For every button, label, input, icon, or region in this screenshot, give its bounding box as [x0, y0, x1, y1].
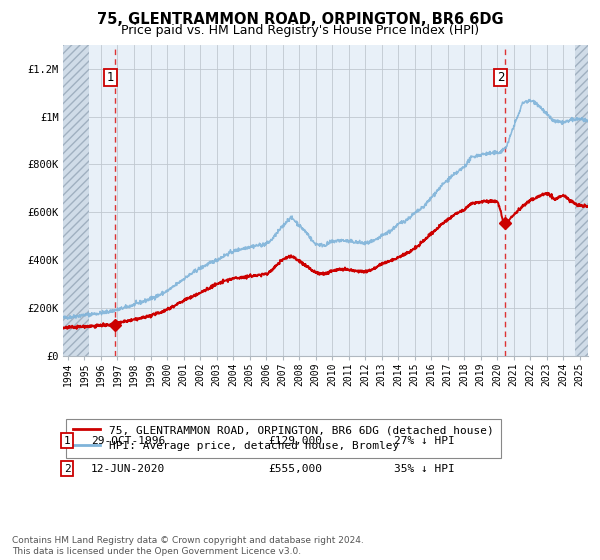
Text: 2: 2: [64, 464, 71, 474]
Text: 12-JUN-2020: 12-JUN-2020: [91, 464, 166, 474]
Text: 75, GLENTRAMMON ROAD, ORPINGTON, BR6 6DG: 75, GLENTRAMMON ROAD, ORPINGTON, BR6 6DG: [97, 12, 503, 27]
Legend: 75, GLENTRAMMON ROAD, ORPINGTON, BR6 6DG (detached house), HPI: Average price, d: 75, GLENTRAMMON ROAD, ORPINGTON, BR6 6DG…: [66, 419, 500, 458]
Text: 27% ↓ HPI: 27% ↓ HPI: [394, 436, 455, 446]
Text: Contains HM Land Registry data © Crown copyright and database right 2024.
This d: Contains HM Land Registry data © Crown c…: [12, 536, 364, 556]
Text: 29-OCT-1996: 29-OCT-1996: [91, 436, 166, 446]
Bar: [575, 45, 588, 356]
Text: Price paid vs. HM Land Registry's House Price Index (HPI): Price paid vs. HM Land Registry's House …: [121, 24, 479, 36]
Bar: [63, 45, 89, 356]
Text: 1: 1: [107, 71, 114, 84]
Text: £129,000: £129,000: [268, 436, 322, 446]
Text: 1: 1: [64, 436, 71, 446]
Text: 35% ↓ HPI: 35% ↓ HPI: [394, 464, 455, 474]
Text: £555,000: £555,000: [268, 464, 322, 474]
Text: 2: 2: [497, 71, 504, 84]
